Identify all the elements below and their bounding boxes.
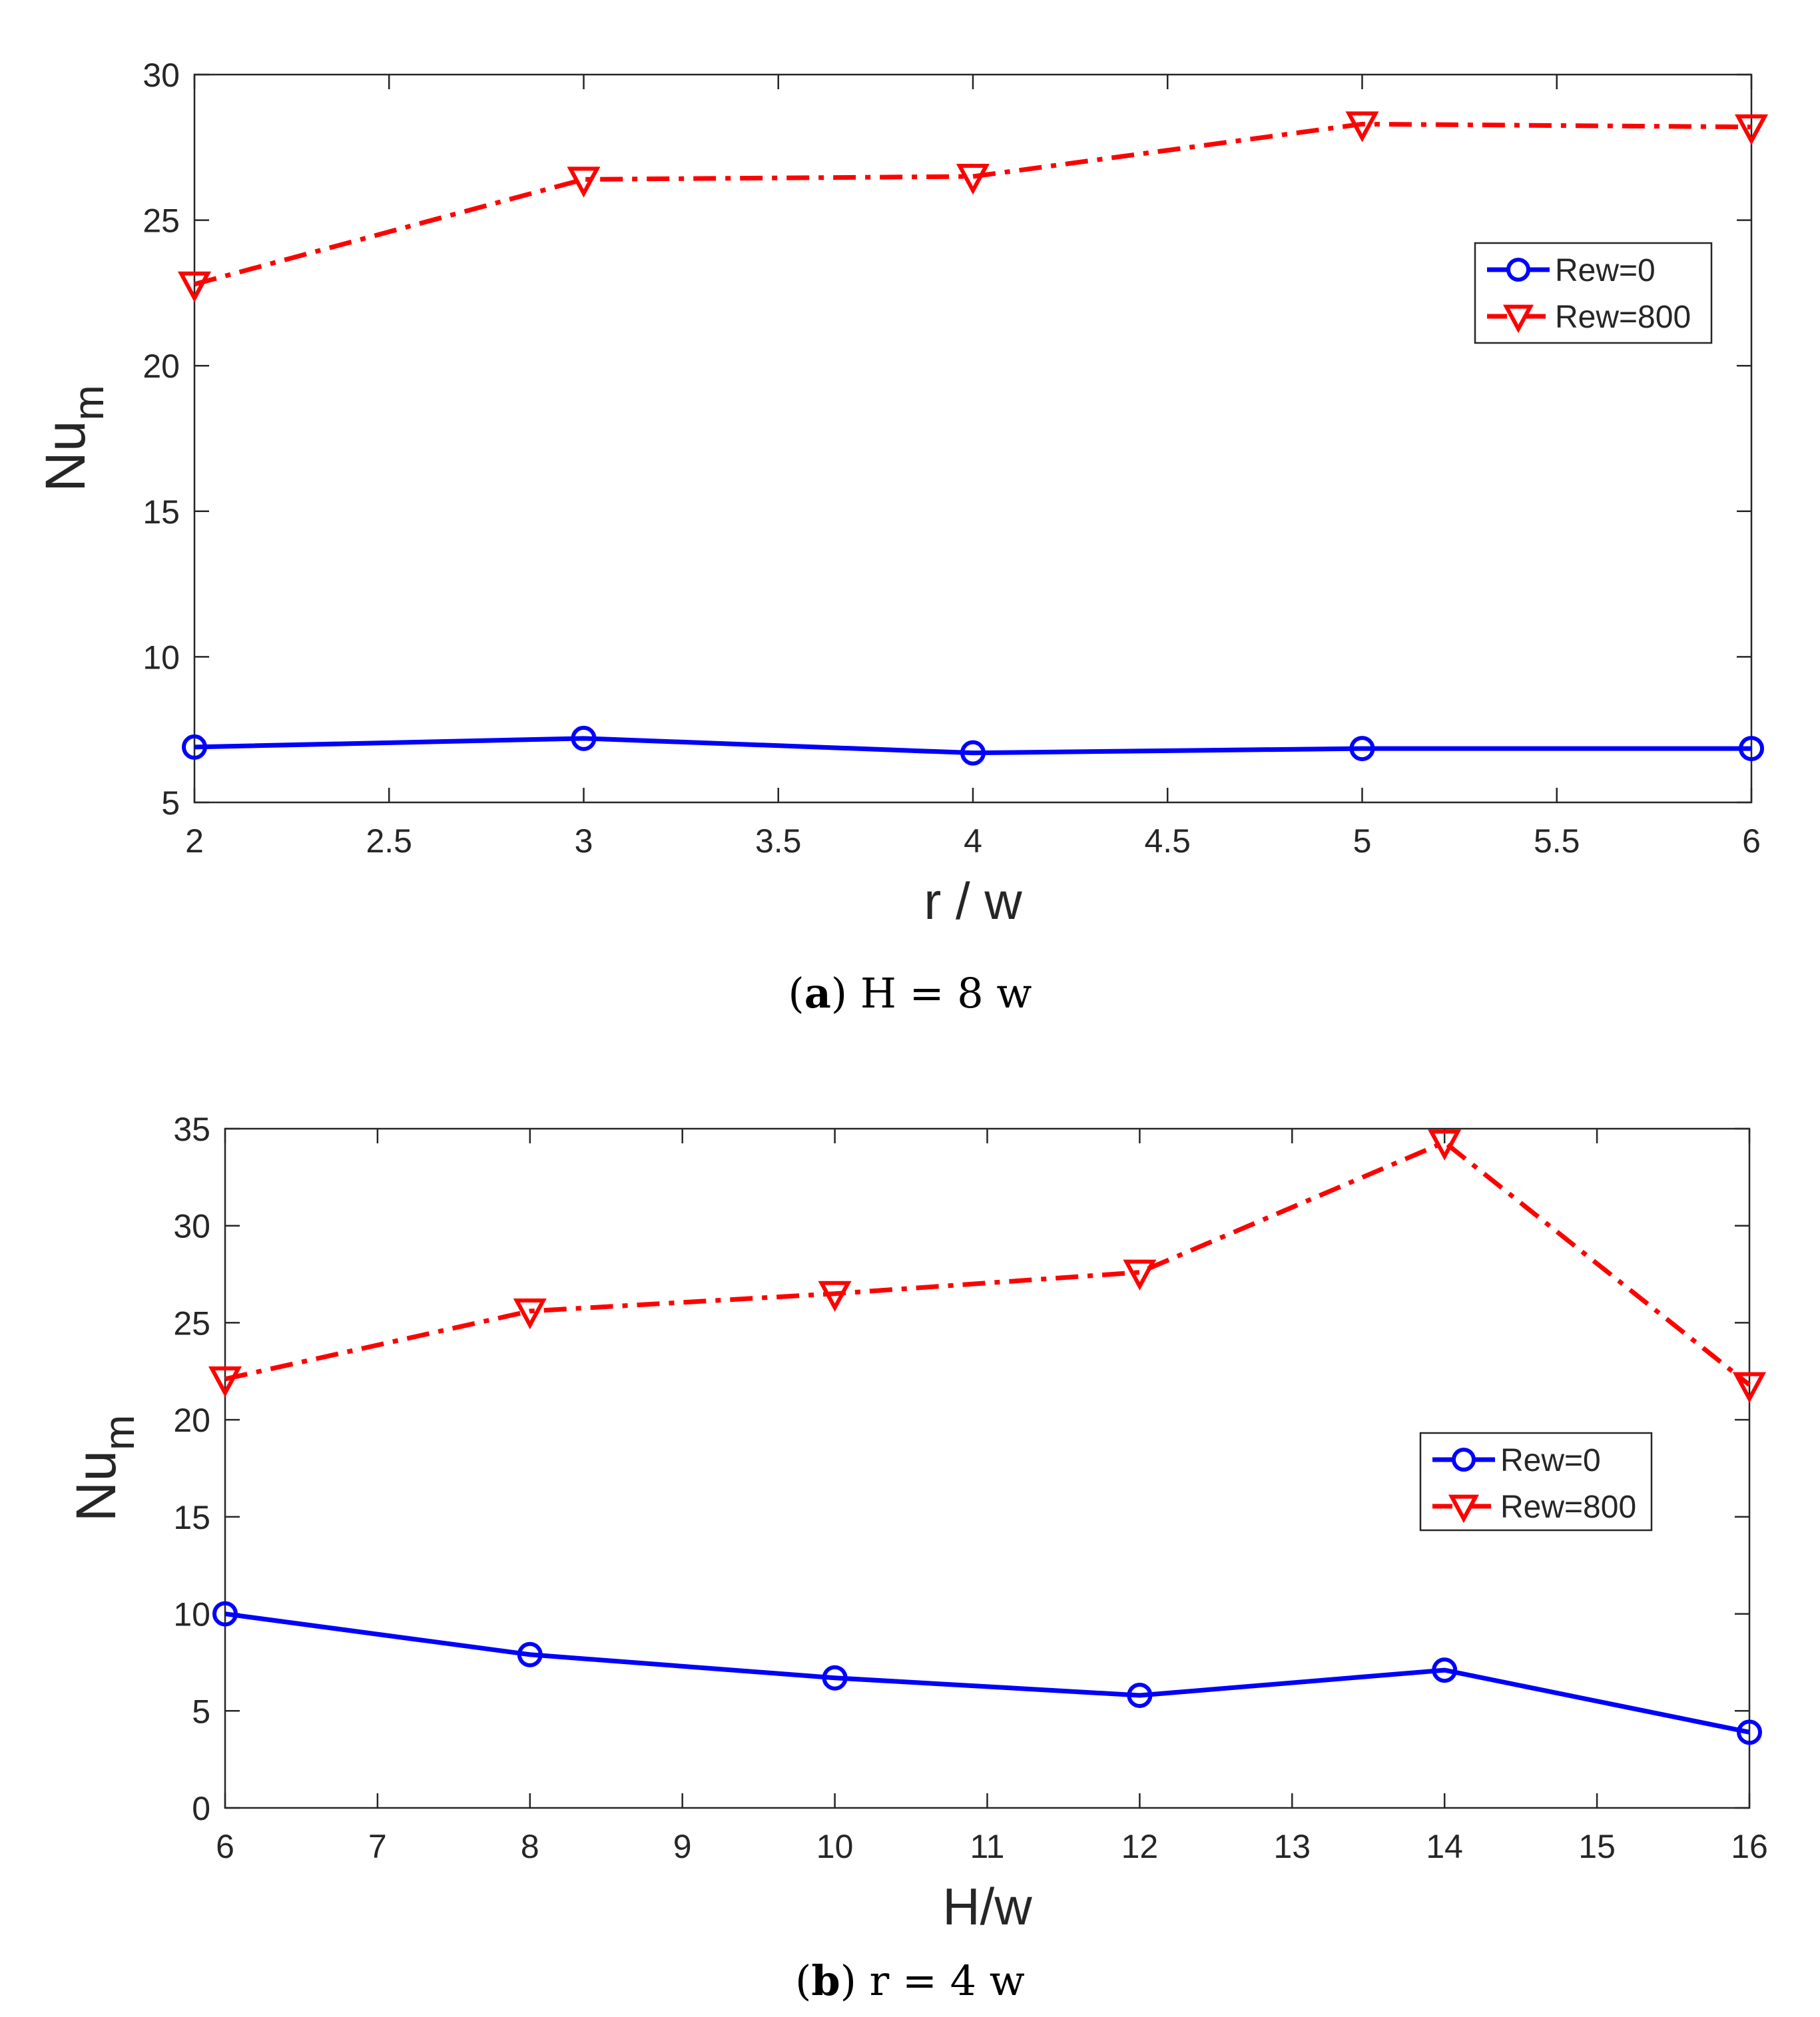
x-tick-label: 12 — [1121, 1828, 1159, 1865]
x-tick-label: 8 — [521, 1828, 539, 1865]
x-axis-label: H/w — [942, 1877, 1032, 1936]
marker-Rew=0 — [1737, 1719, 1762, 1745]
marker-Rew=800 — [818, 1281, 852, 1312]
marker-Rew=0 — [1432, 1657, 1458, 1683]
marker-Rew=800 — [1123, 1259, 1157, 1291]
marker-Rew=800 — [1734, 114, 1769, 146]
y-axis-label-main: Nu — [34, 420, 97, 491]
marker-Rew=0 — [822, 1665, 848, 1691]
y-tick-label: 35 — [173, 1111, 210, 1148]
series-line-Rew=0 — [224, 1611, 1750, 1735]
marker-Rew=0 — [212, 1601, 238, 1627]
y-axis-label-subscript: m — [65, 385, 113, 420]
legend-marker-Rew=800 — [1448, 1494, 1480, 1524]
x-tick-label: 2 — [185, 822, 204, 860]
caption-a-label: a — [804, 969, 831, 1017]
legend-label-Rew=0: Rew=0 — [1500, 1443, 1601, 1478]
y-axis-label-main: Nu — [65, 1450, 127, 1522]
marker-Rew=0 — [1349, 736, 1375, 762]
series-line-Rew=0 — [194, 736, 1751, 756]
y-tick-label: 0 — [192, 1790, 210, 1827]
x-tick-label: 3 — [575, 822, 593, 860]
y-tick-label: 10 — [173, 1596, 210, 1633]
legend-label-Rew=800: Rew=800 — [1500, 1490, 1636, 1525]
y-tick-label: 5 — [161, 784, 180, 822]
axes-box — [193, 73, 1753, 804]
x-tick-label: 13 — [1273, 1828, 1311, 1865]
y-tick-label: 20 — [173, 1402, 210, 1439]
caption-b-text: r = 4 w — [869, 1956, 1025, 2005]
legend-marker-Rew=0 — [1506, 258, 1530, 282]
x-axis-label: r / w — [924, 872, 1022, 930]
legend-marker-Rew=0 — [1452, 1448, 1476, 1472]
marker-Rew=800 — [956, 164, 990, 195]
marker-Rew=800 — [1345, 111, 1379, 143]
marker-Rew=0 — [517, 1641, 543, 1667]
y-tick-label: 25 — [173, 1304, 210, 1342]
legend-marker-Rew=800 — [1502, 304, 1534, 334]
marker-Rew=0 — [1127, 1682, 1153, 1708]
chart-panel-b: 6 7 8 9 10 11 12 13 14 15 16 0 5 10 15 20 25 30 35 H/w Num Re… — [65, 1111, 1768, 1936]
x-tick-label: 4.5 — [1144, 822, 1191, 860]
x-tick-label: 15 — [1578, 1828, 1616, 1865]
x-tick-label: 6 — [216, 1828, 234, 1865]
x-tick-label: 9 — [673, 1828, 692, 1865]
y-tick-label: 25 — [143, 202, 180, 240]
marker-Rew=800 — [1428, 1129, 1462, 1161]
series-line-Rew=800 — [194, 121, 1752, 287]
x-tick-label: 10 — [816, 1828, 854, 1865]
marker-Rew=800 — [1732, 1372, 1767, 1403]
y-axis-label: Num — [34, 385, 113, 492]
marker-Rew=800 — [567, 166, 601, 198]
y-tick-label: 15 — [173, 1499, 210, 1536]
marker-Rew=0 — [960, 740, 986, 766]
y-axis-label-subscript: m — [95, 1415, 143, 1450]
x-tick-label: 2.5 — [366, 822, 412, 860]
x-tick-label: 5 — [1353, 822, 1372, 860]
x-tick-label: 4 — [964, 822, 982, 860]
y-tick-label: 30 — [143, 57, 180, 94]
y-tick-label: 5 — [192, 1693, 210, 1730]
chart-panel-a: 2 2.5 3 3.5 4 4.5 5 5.5 6 5 10 15 20 25 30 r / w Num Rew=… — [34, 57, 1769, 930]
x-tick-label: 3.5 — [755, 822, 802, 860]
series-line-Rew=800 — [224, 1139, 1751, 1387]
caption-b-label: b — [811, 1956, 840, 2005]
marker-Rew=800 — [513, 1298, 547, 1330]
y-tick-label: 20 — [143, 348, 180, 385]
marker-Rew=0 — [571, 725, 597, 751]
x-tick-label: 14 — [1426, 1828, 1463, 1865]
caption-b: (b) r = 4 w — [795, 1956, 1025, 2005]
x-tick-label: 11 — [970, 1828, 1005, 1865]
marker-Rew=800 — [177, 271, 212, 303]
legend-label-Rew=800: Rew=800 — [1555, 300, 1691, 335]
marker-Rew=800 — [208, 1366, 242, 1398]
caption-a: (a) H = 8 w — [788, 969, 1032, 1017]
marker-Rew=0 — [1739, 736, 1764, 762]
caption-a-text: H = 8 w — [860, 969, 1032, 1017]
x-tick-label: 5.5 — [1534, 822, 1580, 860]
x-tick-label: 16 — [1731, 1828, 1768, 1865]
y-tick-label: 15 — [143, 493, 180, 531]
y-tick-label: 10 — [143, 639, 180, 676]
y-axis-label: Num — [65, 1415, 143, 1522]
x-tick-label: 7 — [368, 1828, 387, 1865]
legend-label-Rew=0: Rew=0 — [1555, 253, 1656, 288]
x-tick-label: 6 — [1742, 822, 1761, 860]
y-tick-label: 30 — [173, 1208, 210, 1245]
marker-Rew=0 — [182, 734, 207, 760]
